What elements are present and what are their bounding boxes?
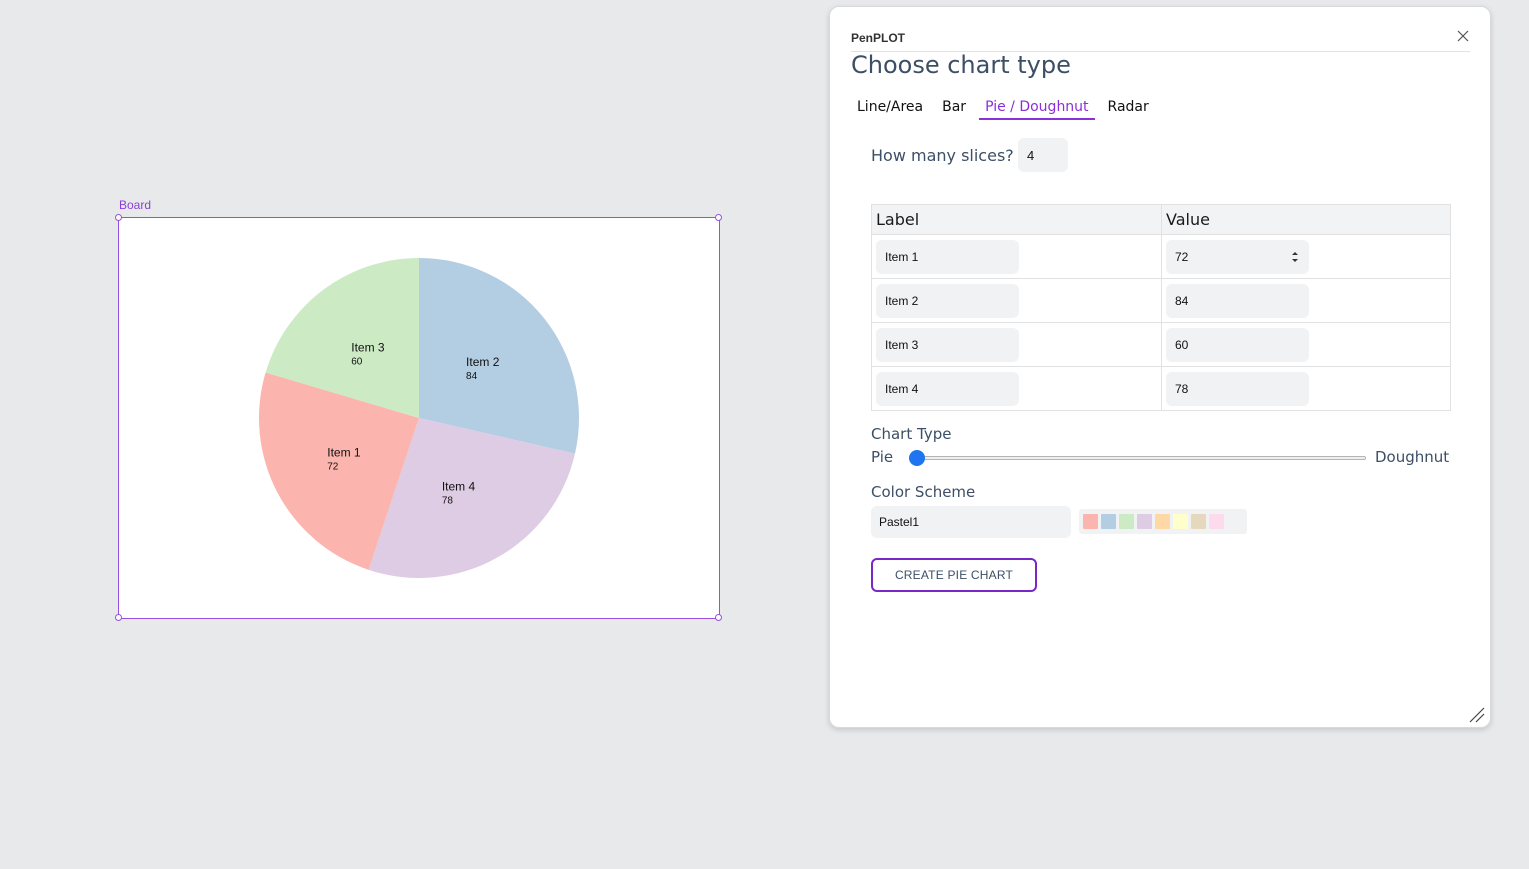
- slice-value-input[interactable]: 78: [1166, 371, 1309, 406]
- plugin-title: PenPLOT: [851, 31, 906, 45]
- color-swatch: [1119, 514, 1134, 529]
- slider-right-label: Doughnut: [1375, 448, 1450, 466]
- table-cell: Item 4: [871, 366, 1162, 411]
- close-icon[interactable]: [1453, 26, 1473, 46]
- slice-value-text: 60: [1175, 337, 1189, 352]
- slice-data-table: Label Value Item 1 72: [871, 204, 1451, 411]
- table-header-label: Label: [871, 204, 1162, 235]
- slice-label-text: Item 1: [885, 249, 919, 264]
- color-scheme-value: Pastel1: [879, 515, 920, 529]
- slice-label-text: Item 2: [885, 293, 919, 308]
- color-swatch: [1209, 514, 1224, 529]
- resize-handle-bottom-left[interactable]: [115, 614, 122, 621]
- slice-value-text: 78: [1175, 381, 1189, 396]
- slice-value-input[interactable]: 72: [1166, 239, 1309, 274]
- table-row: Item 2 84: [871, 278, 1451, 323]
- color-scheme-label: Color Scheme: [871, 483, 976, 501]
- pie-slice-value: 78: [442, 495, 454, 506]
- slice-value-text: 72: [1175, 249, 1189, 264]
- color-swatch: [1101, 514, 1116, 529]
- slice-label-input[interactable]: Item 2: [876, 283, 1019, 318]
- table-cell: 78: [1161, 366, 1451, 411]
- pie-slice-label: Item 4: [442, 479, 476, 493]
- pie-slice-label: Item 2: [466, 355, 500, 369]
- pie-slice-value: 60: [351, 356, 363, 367]
- table-cell: 72: [1161, 234, 1451, 279]
- resize-handle-top-right[interactable]: [715, 214, 722, 221]
- plugin-panel: PenPLOT Choose chart type Line/Area Bar …: [829, 6, 1491, 728]
- color-swatch: [1083, 514, 1098, 529]
- pie-slice-value: 84: [466, 371, 478, 382]
- board[interactable]: Item 2 84 Item 4 78 Item 1 72 Item 3 60: [115, 214, 722, 621]
- chart-type-label: Chart Type: [871, 425, 952, 443]
- slices-count-label: How many slices?: [871, 146, 1014, 165]
- table-cell: 84: [1161, 278, 1451, 323]
- table-cell: Item 2: [871, 278, 1162, 323]
- color-swatch: [1173, 514, 1188, 529]
- table-header-value: Value: [1161, 204, 1451, 235]
- resize-handle-top-left[interactable]: [115, 214, 122, 221]
- tab-line-area[interactable]: Line/Area: [857, 99, 924, 115]
- slice-label-text: Item 4: [885, 381, 919, 396]
- pie-slice-3: [265, 258, 419, 418]
- slices-count-value: 4: [1027, 147, 1035, 163]
- slice-label-input[interactable]: Item 4: [876, 371, 1019, 406]
- color-swatch: [1227, 514, 1242, 529]
- resize-handle-bottom-right[interactable]: [715, 614, 722, 621]
- stepper-arrows-icon[interactable]: [1290, 250, 1300, 264]
- pie-slice-4: [368, 418, 575, 578]
- color-swatch: [1155, 514, 1170, 529]
- page-title: Choose chart type: [851, 51, 1071, 79]
- slice-label-text: Item 3: [885, 337, 919, 352]
- table-cell: Item 1: [871, 234, 1162, 279]
- pie-slice-1: [258, 372, 419, 570]
- create-pie-chart-button[interactable]: CREATE PIE CHART: [871, 558, 1037, 592]
- color-swatch: [1191, 514, 1206, 529]
- slice-value-text: 84: [1175, 293, 1189, 308]
- slice-value-input[interactable]: 60: [1166, 327, 1309, 362]
- resize-grip-icon[interactable]: [1468, 706, 1486, 724]
- slider-left-label: Pie: [871, 448, 894, 466]
- chart-type-slider-thumb[interactable]: [909, 450, 925, 466]
- table-header-row: Label Value: [871, 204, 1451, 235]
- pie-slice-2: [419, 258, 579, 454]
- pie-slice-label: Item 1: [327, 445, 361, 459]
- pie-slice-value: 72: [327, 461, 339, 472]
- table-row: Item 1 72: [871, 234, 1451, 279]
- table-row: Item 4 78: [871, 366, 1451, 411]
- table-row: Item 3 60: [871, 322, 1451, 367]
- tab-pie-doughnut[interactable]: Pie / Doughnut: [979, 99, 1095, 120]
- slices-count-input[interactable]: 4: [1018, 138, 1068, 172]
- pie-slice-label: Item 3: [351, 340, 385, 354]
- chart-type-slider[interactable]: [909, 456, 1366, 460]
- color-scheme-preview: [1079, 509, 1247, 534]
- board-label[interactable]: Board: [119, 198, 152, 212]
- table-cell: 60: [1161, 322, 1451, 367]
- tab-radar[interactable]: Radar: [1107, 99, 1149, 115]
- table-cell: Item 3: [871, 322, 1162, 367]
- chart-type-tabs: Line/Area Bar Pie / Doughnut Radar: [851, 99, 1162, 120]
- color-swatch: [1137, 514, 1152, 529]
- slice-label-input[interactable]: Item 3: [876, 327, 1019, 362]
- slice-value-input[interactable]: 84: [1166, 283, 1309, 318]
- title-divider: [851, 51, 1470, 52]
- slice-label-input[interactable]: Item 1: [876, 239, 1019, 274]
- pie-chart: Item 2 84 Item 4 78 Item 1 72 Item 3 60: [258, 258, 579, 578]
- color-scheme-select[interactable]: Pastel1: [871, 506, 1071, 538]
- tab-bar[interactable]: Bar: [942, 99, 967, 115]
